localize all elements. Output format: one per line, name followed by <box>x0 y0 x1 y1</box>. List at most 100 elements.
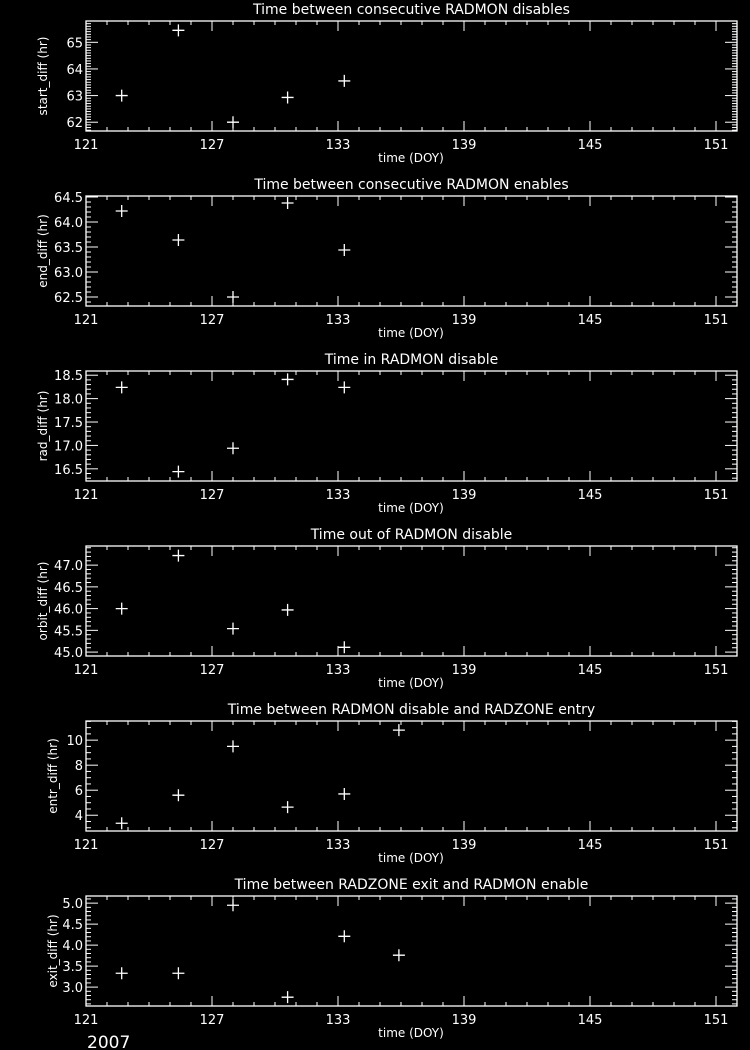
y-tick-label: 18.5 <box>54 369 83 384</box>
y-tick-label: 65 <box>66 36 83 51</box>
y-tick-label: 18.0 <box>54 393 83 408</box>
data-point <box>115 602 128 615</box>
data-point <box>338 381 351 394</box>
y-tick-label: 4.5 <box>62 918 83 933</box>
y-axis-label: rad_diff (hr) <box>36 391 50 462</box>
x-tick-label: 151 <box>704 663 729 678</box>
y-axis-label: entr_diff (hr) <box>46 738 60 814</box>
x-tick-label: 151 <box>704 488 729 503</box>
data-point <box>281 197 294 209</box>
y-axis-label: orbit_diff (hr) <box>36 562 50 641</box>
chart-title: Time between consecutive RADMON enables <box>253 177 568 193</box>
x-tick-label: 139 <box>452 1013 477 1028</box>
x-tick-label: 133 <box>326 138 351 153</box>
data-point <box>281 801 294 814</box>
y-tick-label: 46.0 <box>54 603 83 618</box>
x-tick-label: 139 <box>452 313 477 328</box>
panel-5: Time between RADMON disable and RADZONE … <box>46 702 738 865</box>
x-tick-label: 151 <box>704 138 729 153</box>
plot-frame <box>85 545 738 657</box>
data-point <box>392 949 405 962</box>
y-tick-label: 3.0 <box>62 981 83 996</box>
x-axis-label: time (DOY) <box>378 851 444 865</box>
data-point <box>172 967 185 980</box>
y-tick-label: 4.0 <box>62 939 83 954</box>
data-point <box>281 603 294 616</box>
plot-frame <box>85 895 738 1007</box>
x-tick-label: 127 <box>200 313 225 328</box>
x-tick-label: 121 <box>74 663 99 678</box>
x-tick-label: 145 <box>578 138 603 153</box>
y-tick-label: 5.0 <box>62 897 83 912</box>
x-axis-label: time (DOY) <box>378 1026 444 1040</box>
x-tick-label: 127 <box>200 838 225 853</box>
year-label: 2007 <box>87 1033 130 1050</box>
data-point <box>392 724 405 737</box>
x-tick-label: 121 <box>74 1013 99 1028</box>
y-tick-label: 45.5 <box>54 624 83 639</box>
data-point <box>227 899 239 912</box>
y-tick-label: 47.0 <box>54 559 83 574</box>
data-point <box>281 91 294 104</box>
y-tick-label: 45.0 <box>54 646 83 661</box>
y-tick-label: 4 <box>75 809 83 824</box>
data-point <box>172 549 185 562</box>
data-point <box>338 787 351 800</box>
data-point <box>227 622 239 635</box>
data-point <box>227 291 239 303</box>
data-point <box>281 991 294 1004</box>
x-tick-label: 145 <box>578 488 603 503</box>
y-tick-label: 64 <box>66 63 83 78</box>
panel-6: Time between RADZONE exit and RADMON ena… <box>46 877 738 1040</box>
y-tick-label: 17.0 <box>54 439 83 454</box>
x-tick-label: 145 <box>578 663 603 678</box>
x-tick-label: 151 <box>704 1013 729 1028</box>
plot-frame <box>85 195 738 307</box>
chart-title: Time between consecutive RADMON disables <box>252 2 570 18</box>
data-point <box>172 24 185 37</box>
y-tick-label: 64.0 <box>54 216 83 231</box>
x-axis-label: time (DOY) <box>378 151 444 165</box>
panel-1: Time between consecutive RADMON disables… <box>36 2 738 165</box>
x-tick-label: 133 <box>326 488 351 503</box>
x-tick-label: 145 <box>578 313 603 328</box>
y-tick-label: 62.5 <box>54 291 83 306</box>
x-axis-label: time (DOY) <box>378 501 444 515</box>
data-point <box>227 116 239 129</box>
y-tick-label: 3.5 <box>62 960 83 975</box>
x-tick-label: 133 <box>326 313 351 328</box>
x-axis-label: time (DOY) <box>378 326 444 340</box>
x-axis-label: time (DOY) <box>378 676 444 690</box>
x-tick-label: 139 <box>452 663 477 678</box>
x-tick-label: 139 <box>452 488 477 503</box>
y-tick-label: 62 <box>66 116 83 131</box>
data-point <box>172 789 185 802</box>
data-point <box>115 967 128 980</box>
y-tick-label: 46.5 <box>54 581 83 596</box>
data-point <box>338 930 351 943</box>
x-tick-label: 145 <box>578 1013 603 1028</box>
data-point <box>338 641 351 654</box>
data-point <box>281 373 294 386</box>
panel-3: Time in RADMON disable 121 127 133 139 145 151… <box>36 352 738 515</box>
data-point <box>115 817 128 830</box>
y-axis-label: end_diff (hr) <box>36 214 50 288</box>
x-tick-label: 127 <box>200 1013 225 1028</box>
y-tick-label: 63.5 <box>54 241 83 256</box>
x-tick-label: 121 <box>74 313 99 328</box>
y-tick-label: 8 <box>75 759 83 774</box>
x-tick-label: 121 <box>74 138 99 153</box>
panel-2: Time between consecutive RADMON enables 1… <box>36 177 738 340</box>
chart-title: Time in RADMON disable <box>324 352 499 368</box>
data-point <box>227 442 239 455</box>
x-tick-label: 151 <box>704 313 729 328</box>
y-tick-label: 6 <box>75 784 83 799</box>
plot-frame <box>85 370 738 482</box>
data-point <box>115 381 128 394</box>
plot-frame <box>85 720 738 832</box>
x-tick-label: 151 <box>704 838 729 853</box>
y-tick-label: 63.0 <box>54 266 83 281</box>
data-point <box>338 74 351 87</box>
data-point <box>115 205 128 217</box>
